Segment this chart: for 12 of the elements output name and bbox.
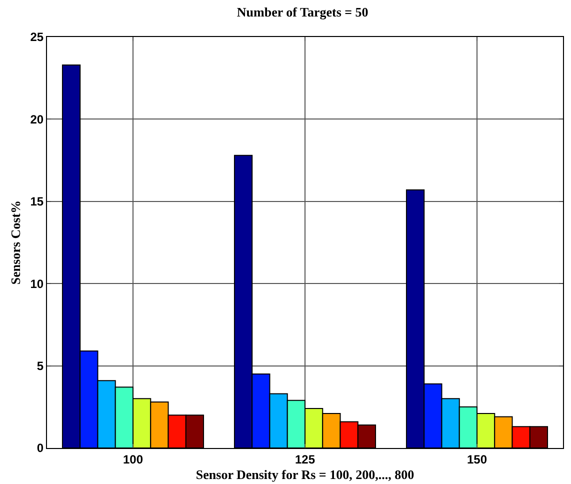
y-tick-label: 25	[30, 30, 44, 44]
y-tick-label: 20	[30, 112, 44, 126]
y-tick-label: 10	[30, 276, 44, 291]
x-axis-title: Sensor Density for Rs = 100, 200,..., 800	[196, 467, 414, 482]
y-tick-label: 15	[30, 194, 44, 209]
chart-title: Number of Targets = 50	[236, 4, 368, 20]
x-tick-label: 100	[122, 452, 144, 466]
x-tick-label: 125	[294, 452, 316, 466]
x-tick-label: 150	[466, 452, 488, 466]
y-tick-label: 0	[36, 441, 44, 456]
y-axis-title: Sensors Cost%	[8, 200, 24, 285]
y-tick-label: 5	[36, 359, 44, 373]
